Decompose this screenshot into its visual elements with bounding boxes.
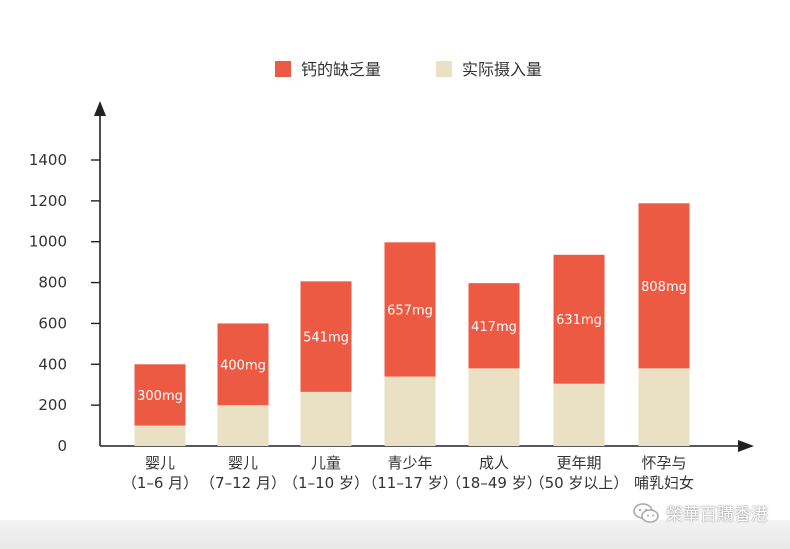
- x-category-label: 婴儿: [145, 454, 175, 472]
- bar-intake: [553, 383, 605, 446]
- x-category-label: （18–49 岁）: [446, 474, 541, 492]
- legend-label: 钙的缺乏量: [301, 60, 381, 79]
- bar-intake: [217, 405, 269, 446]
- watermark: 榮華百購香港: [632, 500, 768, 525]
- x-category-label: 婴儿: [228, 454, 258, 472]
- y-tick-label: 1400: [29, 151, 67, 169]
- bar-deficit: [468, 283, 520, 369]
- x-category-label: （1–6 月）: [122, 474, 198, 492]
- x-category-label: （50 岁以上）: [530, 474, 629, 492]
- legend: 钙的缺乏量 实际摄入量: [275, 60, 542, 79]
- x-axis-labels: 婴儿 （1–6 月） 婴儿 （7–12 月） 儿童 （1–10 岁） 青少年 （11–17 岁…: [122, 454, 694, 492]
- legend-label: 实际摄入量: [462, 60, 542, 79]
- bar-intake: [384, 376, 436, 446]
- bar-deficit: [300, 281, 352, 392]
- bar-deficit: [134, 364, 186, 426]
- x-category-label: 更年期: [556, 454, 601, 472]
- y-axis-arrow: [94, 101, 106, 116]
- y-tick-label: 800: [38, 274, 67, 292]
- bar-deficit: [638, 203, 690, 369]
- x-category-label: 成人: [479, 454, 509, 472]
- watermark-text: 榮華百購香港: [666, 505, 768, 525]
- bar-intake: [468, 368, 520, 446]
- bar-value-label: 300mg: [137, 389, 183, 404]
- bar-intake: [638, 368, 690, 446]
- x-category-label: （1–10 岁）: [283, 474, 369, 492]
- y-tick-label: 400: [38, 355, 67, 373]
- y-tick-label: 200: [38, 396, 67, 414]
- bar-intake: [300, 391, 352, 446]
- footer-bar: [0, 520, 790, 549]
- axes: 0 200 400 600 800 1000 1200 1400: [29, 101, 754, 455]
- y-tick-label: 600: [38, 314, 67, 332]
- bar-deficit: [553, 254, 605, 384]
- legend-swatch: [436, 61, 452, 77]
- bar-value-label: 417mg: [471, 320, 517, 335]
- y-tick-label: 1000: [29, 233, 67, 251]
- x-category-label: 青少年: [387, 454, 432, 472]
- bar-value-label: 631mg: [556, 313, 602, 328]
- x-axis-arrow: [738, 440, 754, 452]
- x-category-label: （11–17 岁）: [362, 474, 457, 492]
- x-category-label: （7–12 月）: [200, 474, 286, 492]
- y-tick-label: 1200: [29, 192, 67, 210]
- bar-value-label: 657mg: [387, 303, 433, 318]
- bar-value-label: 541mg: [303, 331, 349, 346]
- bar-labels: 300mg 400mg 541mg 657mg 417mg 631mg 808mg: [137, 280, 687, 404]
- bars: [134, 203, 690, 446]
- bar-intake: [134, 425, 186, 446]
- x-category-label: 怀孕与: [641, 454, 686, 472]
- bar-deficit: [384, 242, 436, 377]
- x-category-label: 儿童: [311, 454, 341, 472]
- bar-value-label: 808mg: [641, 280, 687, 295]
- bar-value-label: 400mg: [220, 358, 266, 373]
- y-tick-label: 0: [57, 437, 67, 455]
- wechat-icon: [633, 502, 659, 523]
- bar-deficit: [217, 323, 269, 406]
- x-category-label: 哺乳妇女: [634, 474, 694, 492]
- legend-swatch: [275, 61, 291, 77]
